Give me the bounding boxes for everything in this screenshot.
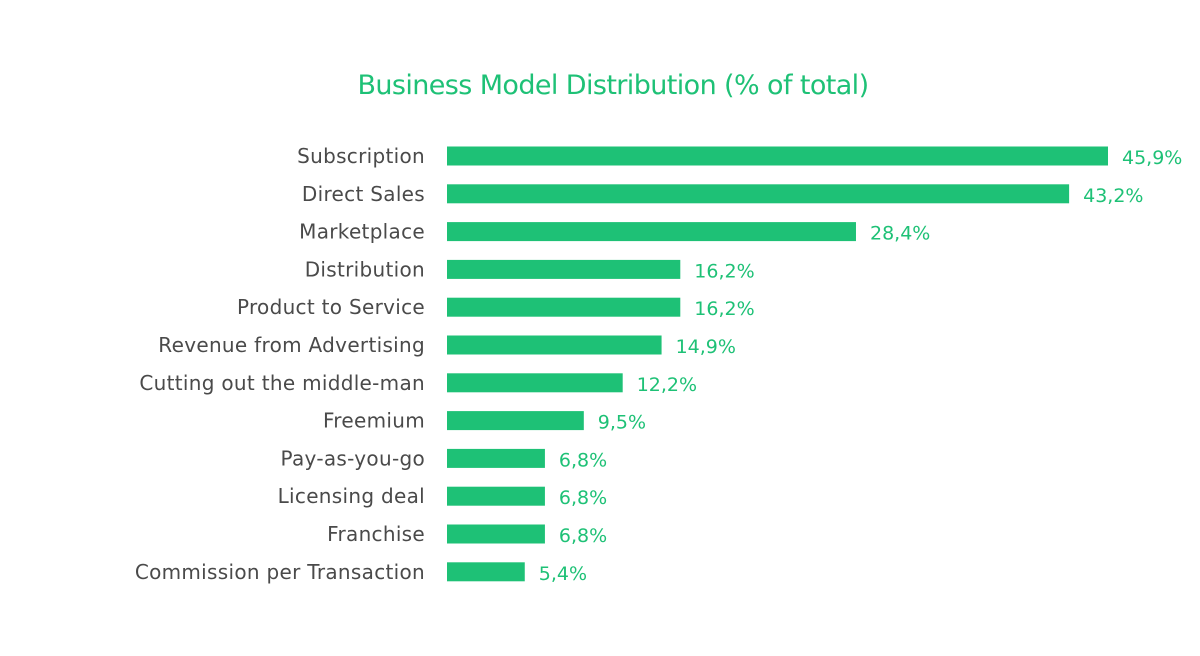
bar <box>447 259 681 279</box>
category-label: Licensing deal <box>278 484 425 508</box>
bar <box>447 373 623 393</box>
value-label: 9,5% <box>598 412 646 434</box>
value-label: 43,2% <box>1083 185 1143 207</box>
category-label: Franchise <box>327 522 425 546</box>
category-label: Pay-as-you-go <box>281 446 425 470</box>
value-label: 14,9% <box>676 336 736 358</box>
chart-title: Business Model Distribution (% of total) <box>357 70 869 101</box>
category-label: Product to Service <box>237 295 425 319</box>
value-label: 12,2% <box>637 374 697 396</box>
category-label: Marketplace <box>299 220 425 244</box>
value-label: 16,2% <box>694 260 754 282</box>
category-label: Distribution <box>305 257 425 281</box>
value-label: 16,2% <box>694 298 754 320</box>
bar <box>447 184 1070 204</box>
category-label: Direct Sales <box>302 182 425 206</box>
category-label: Freemium <box>323 409 425 433</box>
bar <box>447 146 1108 166</box>
category-label: Revenue from Advertising <box>158 333 425 357</box>
bar <box>447 486 545 506</box>
value-label: 6,8% <box>559 525 607 547</box>
bar <box>447 335 662 355</box>
value-label: 6,8% <box>559 487 607 509</box>
bar <box>447 448 545 468</box>
bar <box>447 222 856 242</box>
bar <box>447 524 545 544</box>
bar <box>447 297 681 317</box>
bar <box>447 562 525 582</box>
category-label: Subscription <box>297 144 425 168</box>
value-label: 6,8% <box>559 449 607 471</box>
value-label: 28,4% <box>870 223 930 245</box>
value-label: 5,4% <box>539 563 587 585</box>
bar <box>447 411 584 431</box>
value-label: 45,9% <box>1122 147 1182 169</box>
category-label: Commission per Transaction <box>135 560 425 584</box>
category-label: Cutting out the middle-man <box>139 371 425 395</box>
